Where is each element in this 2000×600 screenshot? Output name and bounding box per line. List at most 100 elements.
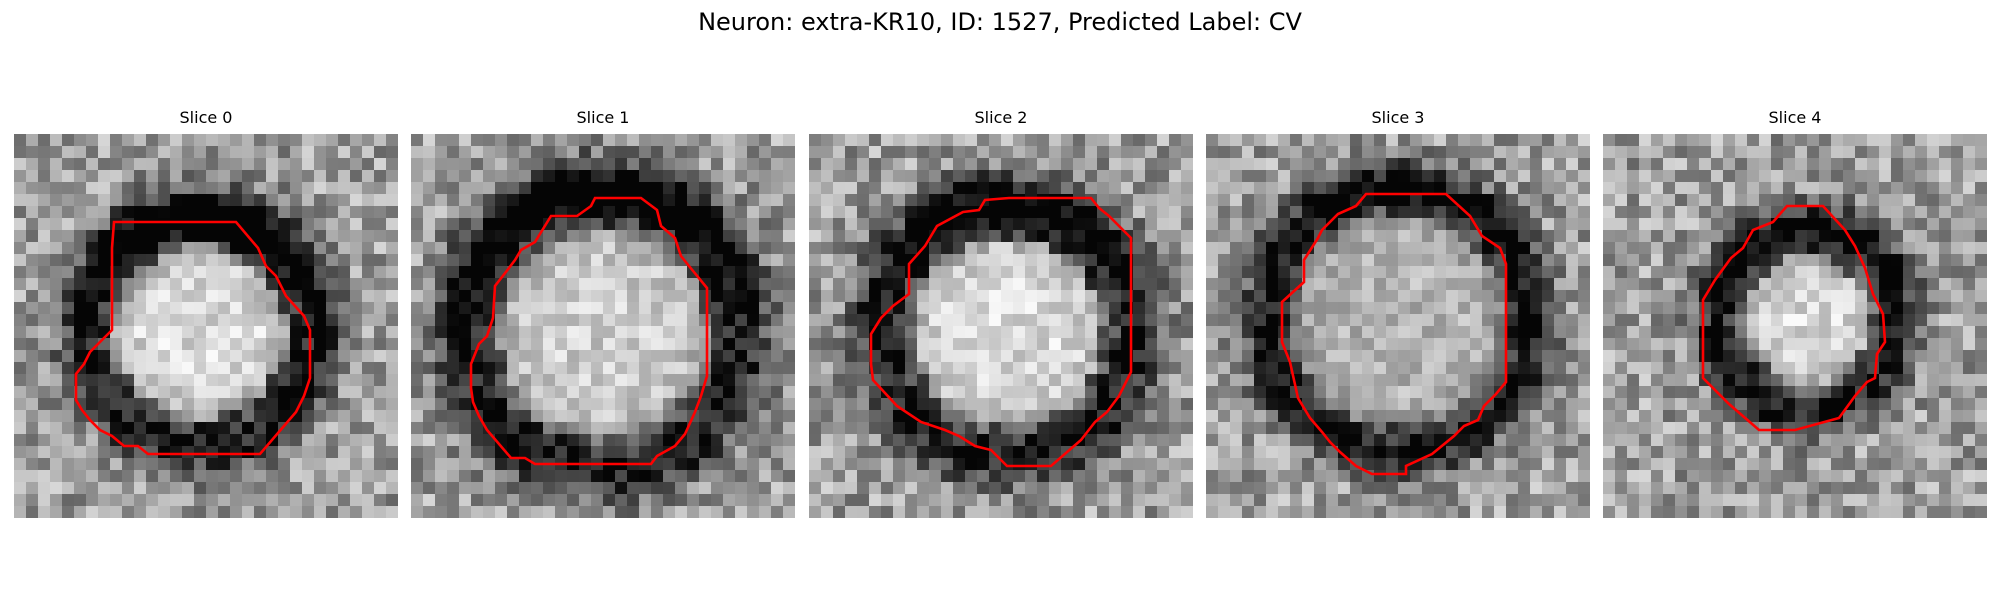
pixel-cell xyxy=(350,422,363,435)
pixel-cell xyxy=(350,230,363,243)
pixel-cell xyxy=(1554,134,1567,147)
pixel-cell xyxy=(1001,266,1014,279)
pixel-cell xyxy=(1518,362,1531,375)
pixel-cell xyxy=(845,410,858,423)
pixel-cell xyxy=(1687,254,1700,267)
pixel-cell xyxy=(302,266,315,279)
pixel-cell xyxy=(1121,422,1134,435)
pixel-cell xyxy=(711,206,724,219)
pixel-cell xyxy=(735,470,748,483)
pixel-cell xyxy=(1482,506,1495,518)
pixel-cell xyxy=(1470,398,1483,411)
pixel-cell xyxy=(170,218,183,231)
pixel-cell xyxy=(1242,434,1255,447)
pixel-cell xyxy=(170,422,183,435)
pixel-cell xyxy=(1350,254,1363,267)
pixel-cell xyxy=(1013,158,1026,171)
pixel-cell xyxy=(1386,434,1399,447)
pixel-cell xyxy=(1398,506,1411,518)
pixel-cell xyxy=(1855,350,1868,363)
pixel-cell xyxy=(929,254,942,267)
pixel-cell xyxy=(1061,230,1074,243)
pixel-cell xyxy=(146,302,159,315)
pixel-cell xyxy=(1206,146,1219,159)
pixel-cell xyxy=(1350,134,1363,147)
pixel-cell xyxy=(1085,338,1098,351)
pixel-cell xyxy=(1711,314,1724,327)
pixel-cell xyxy=(1133,326,1146,339)
pixel-cell xyxy=(1891,182,1904,195)
pixel-cell xyxy=(881,434,894,447)
pixel-cell xyxy=(771,278,784,291)
pixel-cell xyxy=(893,410,906,423)
pixel-cell xyxy=(1506,350,1519,363)
pixel-cell xyxy=(1434,134,1447,147)
pixel-cell xyxy=(1037,374,1050,387)
pixel-cell xyxy=(1181,278,1193,291)
pixel-cell xyxy=(1663,194,1676,207)
pixel-cell xyxy=(182,482,195,495)
pixel-cell xyxy=(170,254,183,267)
pixel-cell xyxy=(98,230,111,243)
pixel-cell xyxy=(531,374,544,387)
pixel-cell xyxy=(14,398,27,411)
pixel-cell xyxy=(1206,134,1219,147)
pixel-cell xyxy=(881,374,894,387)
pixel-cell xyxy=(1603,374,1616,387)
pixel-cell xyxy=(1494,338,1507,351)
pixel-cell xyxy=(1687,170,1700,183)
pixel-cell xyxy=(1157,278,1170,291)
pixel-cell xyxy=(893,458,906,471)
pixel-cell xyxy=(122,422,135,435)
pixel-cell xyxy=(567,422,580,435)
pixel-cell xyxy=(1639,206,1652,219)
pixel-cell xyxy=(14,290,27,303)
pixel-cell xyxy=(1085,482,1098,495)
pixel-cell xyxy=(14,374,27,387)
pixel-cell xyxy=(1915,278,1928,291)
pixel-cell xyxy=(50,218,63,231)
pixel-cell xyxy=(1675,170,1688,183)
pixel-cell xyxy=(1795,182,1808,195)
pixel-cell xyxy=(591,398,604,411)
pixel-cell xyxy=(1109,362,1122,375)
pixel-cell xyxy=(821,446,834,459)
pixel-cell xyxy=(615,182,628,195)
pixel-cell xyxy=(591,434,604,447)
pixel-cell xyxy=(218,146,231,159)
pixel-cell xyxy=(495,506,508,518)
pixel-cell xyxy=(507,398,520,411)
pixel-cell xyxy=(531,362,544,375)
pixel-cell xyxy=(953,326,966,339)
pixel-cell xyxy=(1314,350,1327,363)
pixel-cell xyxy=(1843,350,1856,363)
pixel-cell xyxy=(1001,422,1014,435)
pixel-cell xyxy=(1314,302,1327,315)
pixel-cell xyxy=(1145,446,1158,459)
pixel-cell xyxy=(266,218,279,231)
pixel-cell xyxy=(1206,194,1219,207)
pixel-cell xyxy=(1975,422,1987,435)
pixel-cell xyxy=(447,374,460,387)
pixel-cell xyxy=(1073,362,1086,375)
pixel-cell xyxy=(989,146,1002,159)
pixel-cell xyxy=(1338,410,1351,423)
pixel-cell xyxy=(1903,338,1916,351)
pixel-cell xyxy=(242,470,255,483)
pixel-cell xyxy=(1699,146,1712,159)
pixel-cell xyxy=(555,278,568,291)
pixel-cell xyxy=(1157,326,1170,339)
pixel-cell xyxy=(326,266,339,279)
pixel-cell xyxy=(821,398,834,411)
pixel-cell xyxy=(809,266,822,279)
pixel-cell xyxy=(1651,338,1664,351)
pixel-cell xyxy=(1687,134,1700,147)
pixel-cell xyxy=(1867,182,1880,195)
pixel-cell xyxy=(1422,194,1435,207)
pixel-cell xyxy=(1975,134,1987,147)
pixel-cell xyxy=(386,422,398,435)
pixel-cell xyxy=(507,266,520,279)
pixel-cell xyxy=(1302,218,1315,231)
pixel-cell xyxy=(62,158,75,171)
pixel-cell xyxy=(1795,314,1808,327)
